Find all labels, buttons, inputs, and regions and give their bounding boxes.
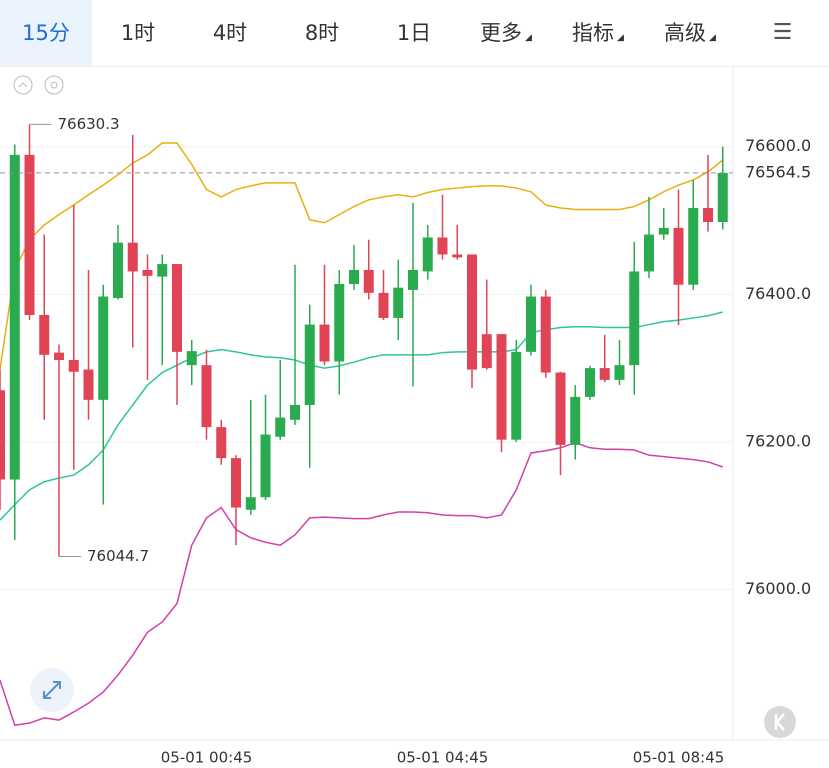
candle-body <box>113 242 123 299</box>
low-annotation: 76044.7 <box>87 547 149 565</box>
candle-body <box>231 458 241 508</box>
candle-body <box>275 417 286 437</box>
band-line <box>0 441 723 727</box>
candle-body <box>0 390 5 480</box>
candle-body <box>526 296 536 352</box>
settings-dot <box>50 81 58 89</box>
tab-label: 8时 <box>304 21 340 45</box>
k-button[interactable] <box>764 706 796 738</box>
candle-body <box>452 254 463 258</box>
tab-label: 更多 <box>480 21 523 45</box>
candle-body <box>24 154 35 315</box>
k-icon <box>774 713 785 731</box>
tab[interactable]: 8时 <box>276 0 368 66</box>
tab[interactable]: 更多 ◢ <box>460 0 552 66</box>
candle-body <box>540 296 551 373</box>
dropdown-arrow: ◢ <box>709 33 716 43</box>
tab[interactable]: 指标 ◢ <box>552 0 644 66</box>
candle-body <box>614 365 625 380</box>
tab[interactable]: 高级 ◢ <box>644 0 736 66</box>
candle-body <box>555 372 566 445</box>
candle-body <box>688 207 699 285</box>
last-price-label: 76564.5 <box>745 162 811 181</box>
tab[interactable]: 15分 <box>0 0 92 66</box>
y-tick-label: 76200.0 <box>745 431 811 450</box>
candle-body <box>260 434 271 498</box>
x-tick-label: 05-01 00:45 <box>161 749 253 767</box>
candle-body <box>349 269 359 284</box>
candle-body <box>54 352 64 360</box>
candle-body <box>68 359 79 372</box>
candle-body <box>673 227 684 285</box>
tab-label: 1日 <box>396 21 432 45</box>
tab-label: 1时 <box>120 21 156 45</box>
candle-body <box>127 242 138 272</box>
candle-body <box>304 324 315 405</box>
candle-body <box>629 271 640 366</box>
candle-body <box>319 324 330 362</box>
candle-body <box>172 264 182 352</box>
candle-body <box>290 405 300 420</box>
candle-body <box>570 396 581 445</box>
high-annotation: 76630.3 <box>58 115 120 133</box>
expand-icon <box>43 681 61 699</box>
band-line <box>0 142 724 370</box>
plot-area <box>0 124 733 727</box>
candle-body <box>658 227 669 235</box>
candle-body <box>703 207 713 223</box>
dropdown-arrow: ◢ <box>525 33 532 43</box>
candle-body <box>644 234 654 272</box>
tab-label: 15分 <box>22 21 70 45</box>
candle-body <box>245 497 256 510</box>
candle-body <box>216 427 227 459</box>
candle-body <box>98 296 109 400</box>
candle-body <box>378 292 389 318</box>
candle-body <box>599 368 610 380</box>
candle-body <box>437 237 448 255</box>
candle-body <box>83 369 94 400</box>
candle-body <box>717 172 728 223</box>
candle-body <box>467 254 477 370</box>
band-line <box>0 311 723 521</box>
y-tick-label: 76000.0 <box>745 579 811 598</box>
candle-body <box>142 269 153 276</box>
tab-bar: 15分 1时 4时 8时 1日 更多 ◢ 指标 ◢ 高级 ◢ ☰ <box>0 0 829 67</box>
tab-label: 4时 <box>212 21 248 45</box>
collapse-icon[interactable] <box>13 75 33 95</box>
tab-label: 指标 <box>572 21 615 45</box>
tab[interactable]: 4时 <box>184 0 276 66</box>
candle-body <box>39 314 50 355</box>
candle-body <box>186 351 197 366</box>
candle-body <box>585 368 595 397</box>
collapse-arrow <box>18 82 28 88</box>
dropdown-arrow: ◢ <box>617 33 624 43</box>
candle-body <box>481 334 492 369</box>
candle-body <box>157 264 168 277</box>
tab[interactable]: 1时 <box>92 0 184 66</box>
y-tick-label: 76400.0 <box>745 284 811 303</box>
tab[interactable]: 1日 <box>368 0 460 66</box>
x-tick-label: 05-01 08:45 <box>633 749 725 767</box>
candle-body <box>422 237 433 272</box>
candle-body <box>201 365 212 428</box>
candle-body <box>363 269 374 293</box>
candle-body <box>393 287 404 318</box>
y-tick-label: 76600.0 <box>745 136 811 155</box>
chart-settings[interactable]: ☰ <box>772 20 793 45</box>
x-tick-label: 05-01 04:45 <box>397 749 489 767</box>
candle-body <box>408 269 418 290</box>
settings-icon[interactable] <box>44 75 64 95</box>
tab-label: 高级 <box>664 21 707 45</box>
candle-body <box>9 154 20 480</box>
candle-body <box>511 351 522 440</box>
candle-body <box>334 283 345 362</box>
candle-body <box>496 334 507 440</box>
